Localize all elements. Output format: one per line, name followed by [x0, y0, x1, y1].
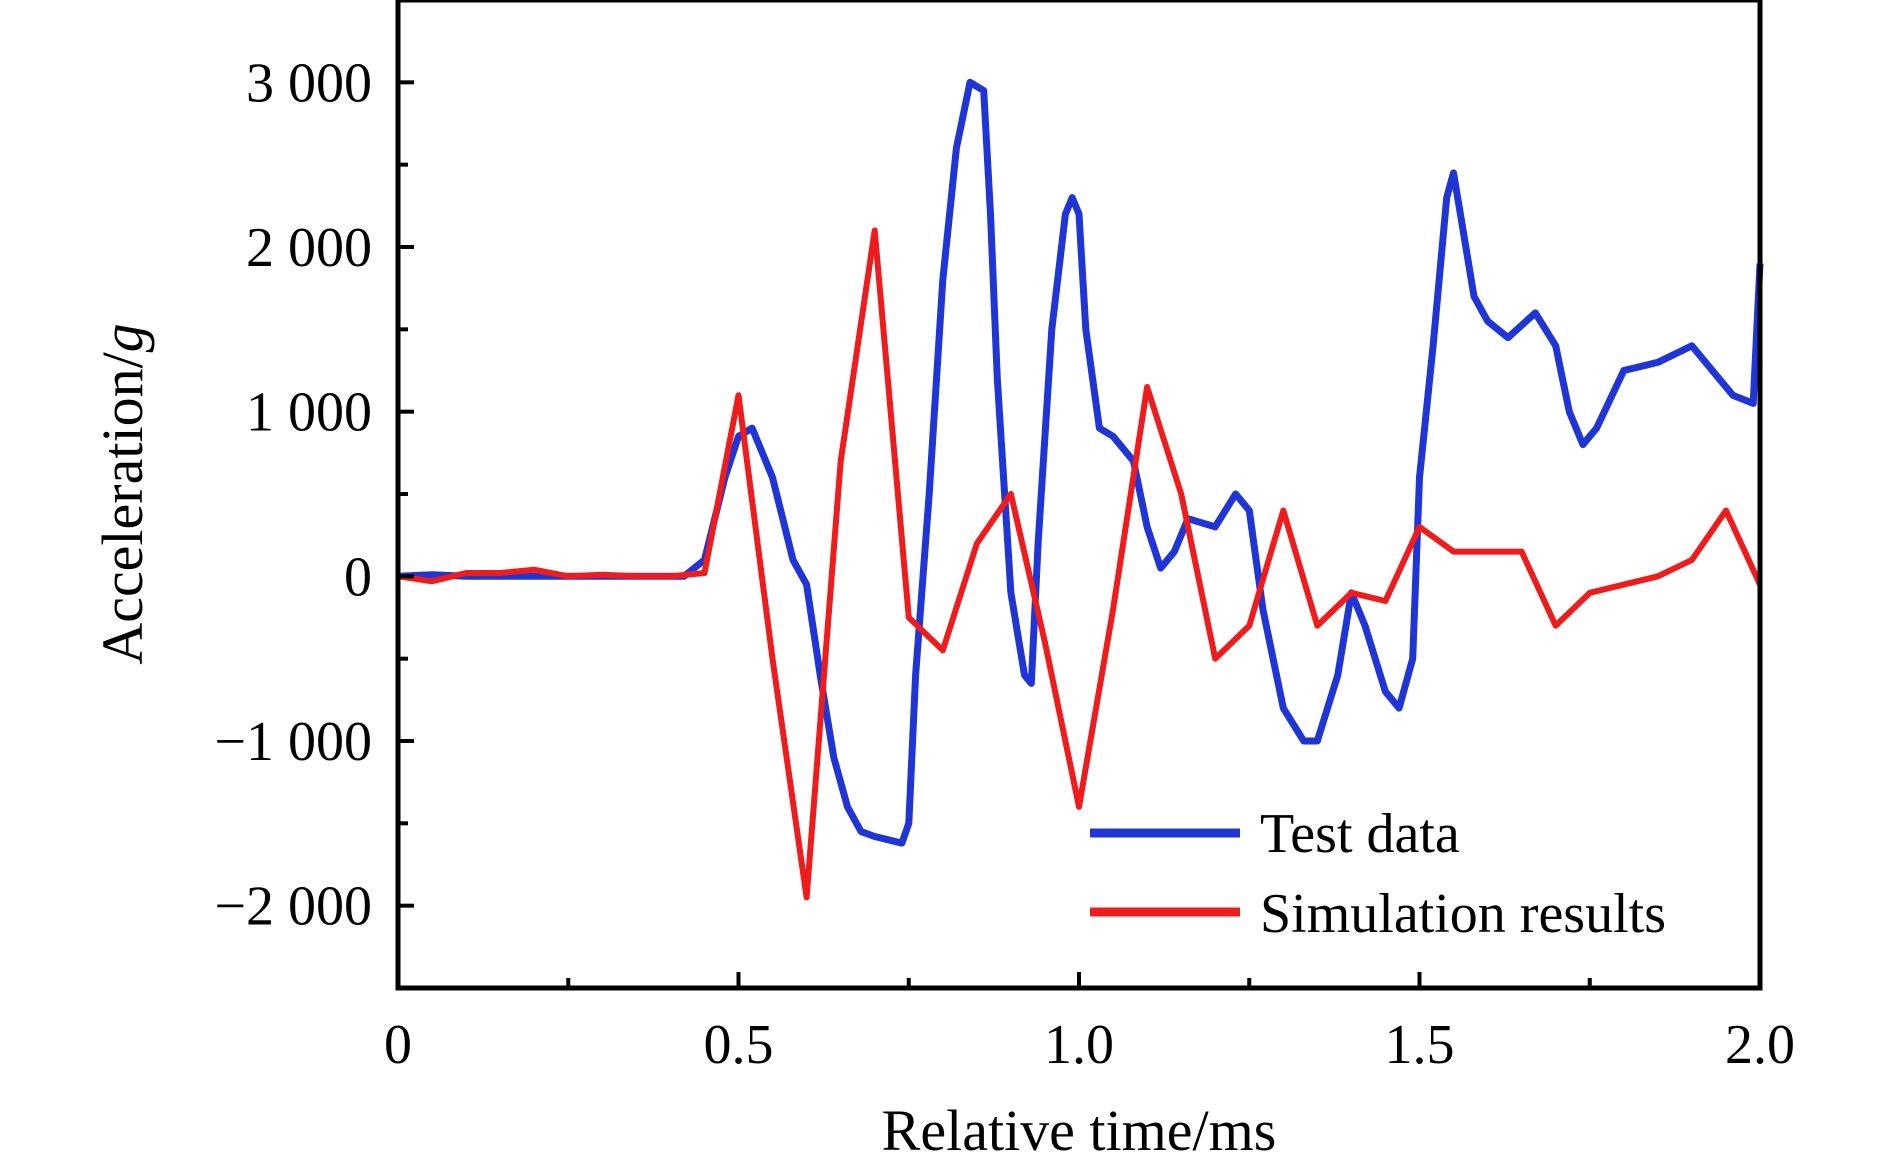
legend-label-simulation-results: Simulation results [1260, 883, 1666, 945]
x-axis-label: Relative time/ms [882, 1098, 1277, 1163]
y-tick-label: 2 000 [246, 217, 372, 279]
x-tick-label: 0 [384, 1014, 412, 1076]
y-axis-label-unit: g [90, 323, 155, 352]
legend-label-test-data: Test data [1260, 803, 1460, 865]
series-line-simulation-results [397, 227, 1763, 901]
plot-frame [395, 0, 1763, 991]
x-tick-label: 1.5 [1385, 1014, 1455, 1076]
y-tick-label: −2 000 [214, 876, 372, 938]
x-tick-label: 1.0 [1044, 1014, 1114, 1076]
series-layer [397, 78, 1764, 901]
y-tick-label: 0 [344, 546, 372, 608]
y-tick-label: −1 000 [214, 711, 372, 773]
x-tick-label: 0.5 [704, 1014, 774, 1076]
legend: Test data Simulation results [1090, 803, 1666, 945]
y-tick-label: 3 000 [246, 52, 372, 114]
series-line-test-data [397, 78, 1764, 847]
y-axis: −2 000 −1 000 0 1 000 2 000 3 000 [214, 0, 414, 990]
x-tick-label: 2.0 [1725, 1014, 1795, 1076]
y-tick-label: 1 000 [246, 382, 372, 444]
y-axis-label: Acceleration/g [90, 323, 155, 664]
x-axis: 0 0.5 1.0 1.5 2.0 [384, 972, 1795, 1076]
y-axis-label-main: Acceleration/ [90, 351, 155, 664]
